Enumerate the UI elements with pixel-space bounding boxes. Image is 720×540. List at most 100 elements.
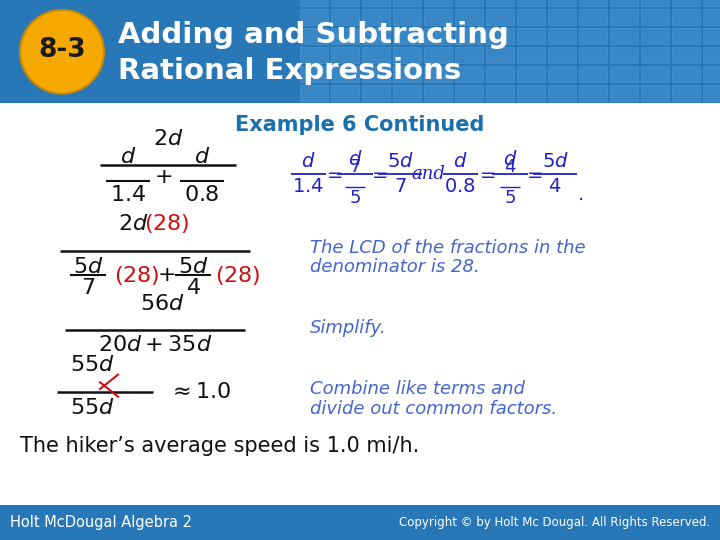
Bar xyxy=(672,0,700,6)
Bar xyxy=(486,28,514,44)
Bar xyxy=(579,47,607,63)
Text: $55d$: $55d$ xyxy=(70,397,114,418)
Bar xyxy=(641,9,669,25)
Bar xyxy=(300,28,328,44)
Bar xyxy=(548,9,576,25)
Bar xyxy=(331,66,359,82)
Text: $+$: $+$ xyxy=(154,166,172,188)
Bar xyxy=(641,47,669,63)
Text: denominator is 28.: denominator is 28. xyxy=(310,258,480,276)
Bar xyxy=(548,28,576,44)
Text: divide out common factors.: divide out common factors. xyxy=(310,400,557,417)
Bar xyxy=(672,28,700,44)
Bar xyxy=(455,85,483,100)
Bar xyxy=(548,85,576,100)
Bar xyxy=(641,85,669,100)
Text: $d$: $d$ xyxy=(348,150,362,168)
Text: $4$: $4$ xyxy=(186,277,200,299)
Bar xyxy=(610,66,638,82)
Bar xyxy=(455,47,483,63)
Bar xyxy=(362,85,390,100)
Text: $1.4$: $1.4$ xyxy=(292,178,324,196)
Text: $=$: $=$ xyxy=(368,165,388,184)
Bar xyxy=(672,47,700,63)
Bar xyxy=(393,28,421,44)
Bar xyxy=(548,66,576,82)
Bar xyxy=(579,66,607,82)
Bar xyxy=(455,9,483,25)
Text: Combine like terms and: Combine like terms and xyxy=(310,380,525,399)
Bar xyxy=(393,85,421,100)
Text: $7$: $7$ xyxy=(349,158,361,177)
Bar xyxy=(455,66,483,82)
Bar xyxy=(424,66,452,82)
Bar xyxy=(703,28,720,44)
Bar xyxy=(300,9,328,25)
Bar xyxy=(486,47,514,63)
Text: $=$: $=$ xyxy=(323,165,343,184)
Text: $.$: $.$ xyxy=(577,186,589,204)
Text: $4$: $4$ xyxy=(549,178,562,196)
Bar xyxy=(610,9,638,25)
Text: $=$: $=$ xyxy=(476,165,496,184)
Bar xyxy=(331,0,359,6)
Text: Copyright © by Holt Mc Dougal. All Rights Reserved.: Copyright © by Holt Mc Dougal. All Right… xyxy=(399,516,710,529)
Bar xyxy=(703,47,720,63)
Bar xyxy=(703,85,720,100)
Bar xyxy=(486,9,514,25)
Bar xyxy=(362,0,390,6)
Bar xyxy=(362,9,390,25)
Text: 8-3: 8-3 xyxy=(38,37,86,63)
Bar xyxy=(517,47,545,63)
Bar xyxy=(362,66,390,82)
Bar xyxy=(393,9,421,25)
Bar xyxy=(486,0,514,6)
Bar xyxy=(424,0,452,6)
Text: $5d$: $5d$ xyxy=(178,256,208,278)
Text: $+$: $+$ xyxy=(157,264,175,286)
Text: $20d + 35d$: $20d + 35d$ xyxy=(98,334,212,356)
Text: Adding and Subtracting: Adding and Subtracting xyxy=(118,21,509,49)
Bar xyxy=(610,0,638,6)
Bar xyxy=(393,47,421,63)
Bar xyxy=(517,85,545,100)
Bar xyxy=(610,28,638,44)
Bar xyxy=(579,0,607,6)
Bar xyxy=(300,0,328,6)
Bar xyxy=(641,28,669,44)
Text: $\approx 1.0$: $\approx 1.0$ xyxy=(168,381,231,403)
Bar xyxy=(331,47,359,63)
Bar xyxy=(548,47,576,63)
Bar xyxy=(579,85,607,100)
Bar xyxy=(300,47,328,63)
Text: The LCD of the fractions in the: The LCD of the fractions in the xyxy=(310,239,585,256)
Bar xyxy=(610,85,638,100)
Text: Example 6 Continued: Example 6 Continued xyxy=(235,115,485,135)
Bar xyxy=(486,66,514,82)
Text: $2d$: $2d$ xyxy=(153,129,183,151)
Bar xyxy=(517,28,545,44)
Text: The hiker’s average speed is 1.0 mi/h.: The hiker’s average speed is 1.0 mi/h. xyxy=(20,436,419,456)
Text: $2d$: $2d$ xyxy=(117,213,148,235)
Bar xyxy=(455,28,483,44)
Bar xyxy=(703,0,720,6)
Text: $4$: $4$ xyxy=(504,158,516,177)
Bar xyxy=(331,28,359,44)
Text: $5$: $5$ xyxy=(349,189,361,207)
Text: $55d$: $55d$ xyxy=(70,354,114,376)
Bar xyxy=(300,66,328,82)
Bar xyxy=(579,9,607,25)
Bar xyxy=(331,85,359,100)
Bar xyxy=(517,9,545,25)
Bar xyxy=(331,9,359,25)
Bar xyxy=(610,47,638,63)
Bar xyxy=(703,9,720,25)
Text: $5d$: $5d$ xyxy=(541,152,568,171)
Text: $0.8$: $0.8$ xyxy=(444,178,476,196)
Text: $7$: $7$ xyxy=(81,277,95,299)
Text: $0.8$: $0.8$ xyxy=(184,184,220,206)
Bar xyxy=(424,85,452,100)
Text: Holt McDougal Algebra 2: Holt McDougal Algebra 2 xyxy=(10,516,192,530)
Bar xyxy=(672,66,700,82)
Bar xyxy=(641,0,669,6)
